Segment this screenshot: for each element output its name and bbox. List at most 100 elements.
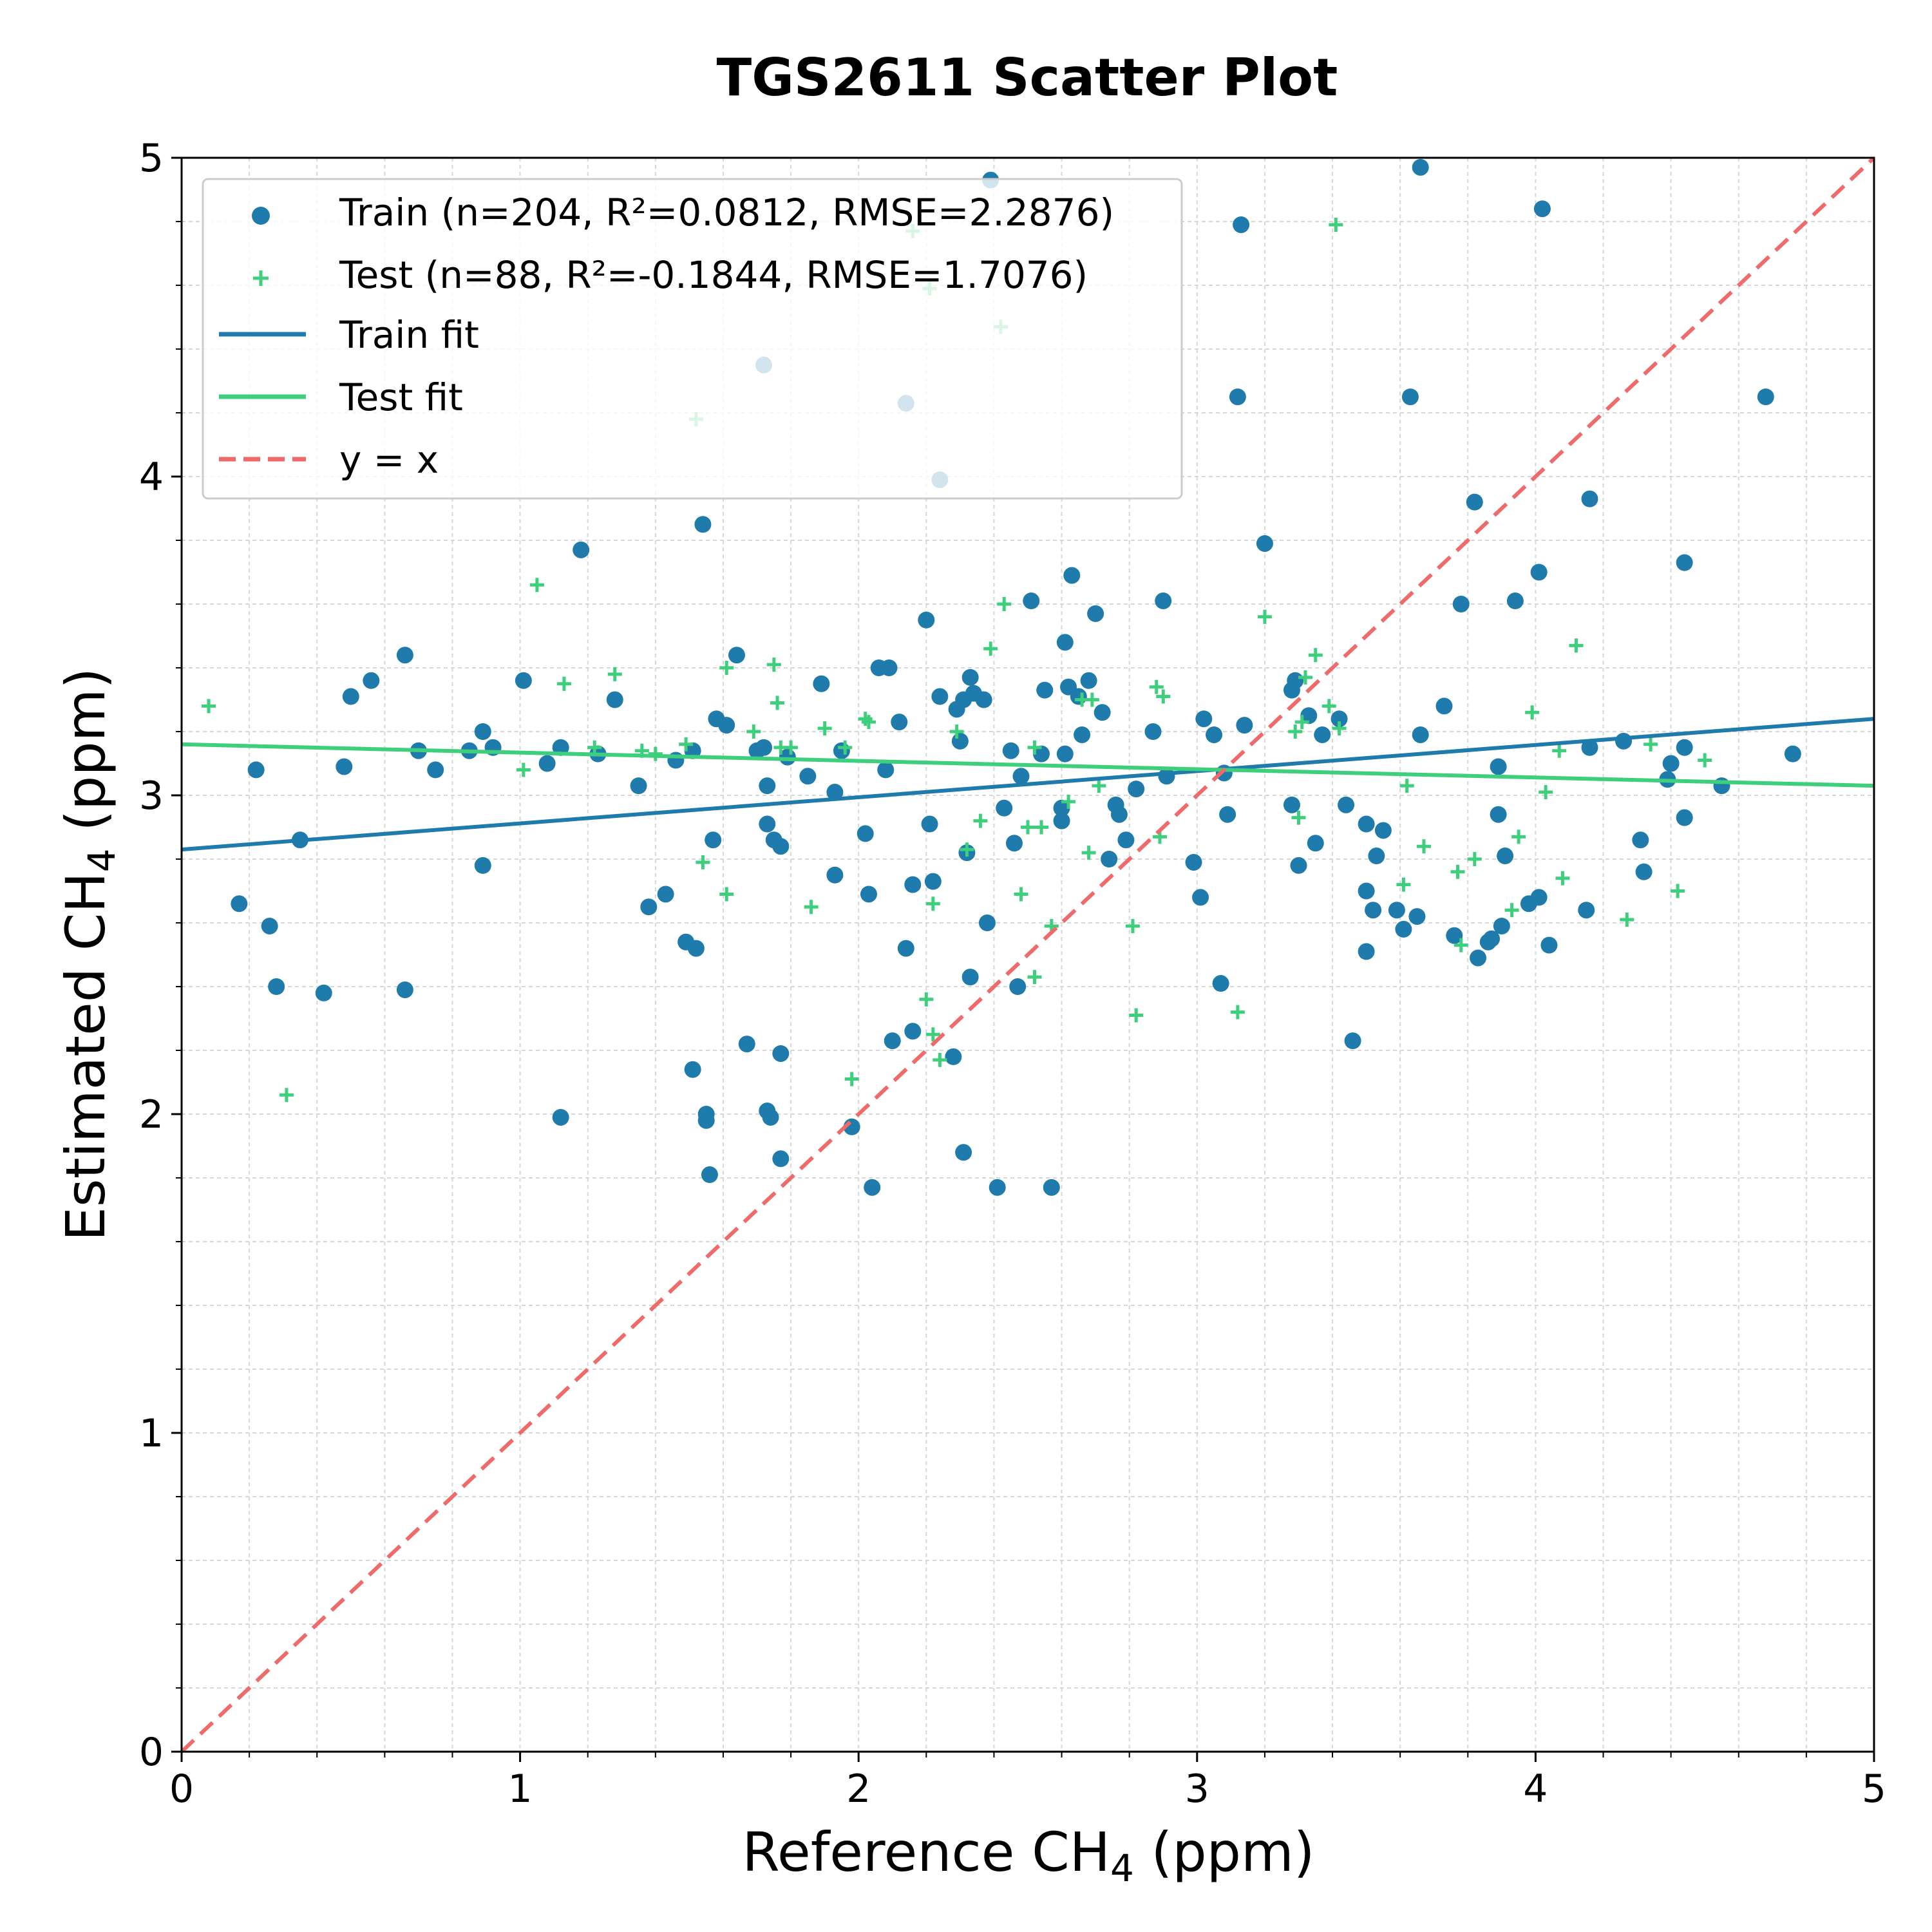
legend: Train (n=204, R²=0.0812, RMSE=2.2876) Te… — [202, 178, 1183, 500]
legend-box — [202, 178, 1183, 500]
train-point — [897, 940, 914, 957]
train-point — [1412, 726, 1429, 743]
train-point — [1144, 723, 1162, 740]
train-point — [1374, 822, 1392, 839]
train-point — [1212, 975, 1229, 992]
test-point — [1257, 609, 1272, 624]
train-point — [1002, 742, 1019, 759]
y-axis-label: Estimated CH4 (ppm) — [54, 668, 124, 1242]
test-point — [766, 658, 781, 672]
train-point — [921, 815, 938, 833]
test-point — [1294, 715, 1309, 730]
test-point — [983, 641, 998, 656]
test-point — [1014, 887, 1028, 902]
test-point — [1321, 699, 1336, 714]
train-point — [1128, 781, 1145, 798]
test-point — [1092, 779, 1106, 793]
train-point — [1012, 768, 1030, 785]
train-point — [1023, 592, 1040, 610]
test-point — [529, 578, 544, 592]
test-point — [919, 992, 934, 1007]
legend-train-label: Train (n=204, R²=0.0812, RMSE=2.2876) — [339, 191, 1114, 234]
train-point — [1466, 493, 1483, 511]
test-point — [1620, 913, 1634, 927]
train-point — [1283, 796, 1300, 813]
train-point — [1395, 920, 1412, 938]
test-point — [817, 721, 832, 736]
y-tick-label: 5 — [139, 136, 164, 181]
test-point — [1021, 820, 1035, 835]
test-point — [1504, 903, 1519, 918]
train-point — [1287, 672, 1304, 689]
train-point — [813, 675, 830, 692]
y-tick-label: 2 — [139, 1092, 164, 1137]
train-point — [1110, 806, 1128, 823]
train-point — [1530, 564, 1548, 581]
x-axis-label: Reference CH4 (ppm) — [742, 1821, 1314, 1890]
train-point — [427, 761, 444, 779]
x-tick-label: 2 — [846, 1766, 871, 1812]
train-point — [884, 1032, 901, 1050]
test-point — [861, 715, 876, 730]
train-point — [1470, 949, 1487, 967]
test-point — [679, 737, 694, 752]
train-point — [1676, 554, 1693, 571]
train-point — [538, 755, 556, 772]
test-point — [1671, 884, 1685, 898]
test-point — [1034, 820, 1049, 835]
train-point — [363, 672, 380, 689]
train-point — [1307, 835, 1324, 852]
test-point — [1308, 648, 1323, 663]
train-point — [961, 969, 979, 986]
train-point — [657, 886, 674, 903]
test-point — [1230, 1005, 1245, 1019]
test-point — [784, 740, 799, 755]
train-point — [975, 691, 992, 708]
train-point — [1757, 388, 1774, 406]
train-point — [1365, 902, 1382, 919]
train-point — [1358, 815, 1375, 833]
train-point — [1344, 1032, 1361, 1050]
test-point — [973, 813, 988, 828]
train-point — [1581, 490, 1598, 507]
train-point — [1581, 739, 1598, 756]
train-point — [833, 742, 850, 759]
test-point — [556, 676, 571, 691]
train-point — [1101, 851, 1118, 867]
train-point — [918, 611, 935, 629]
test-point — [1061, 794, 1076, 809]
test-point — [1156, 689, 1171, 704]
train-point — [1662, 755, 1680, 772]
test-point — [279, 1088, 294, 1103]
train-point — [396, 981, 413, 998]
train-point — [1483, 930, 1501, 947]
train-point — [1300, 707, 1318, 724]
train-point — [877, 761, 895, 779]
train-point — [1074, 726, 1091, 743]
train-point — [573, 541, 590, 558]
train-point — [1578, 902, 1595, 919]
train-point — [1056, 634, 1074, 651]
test-point — [1329, 217, 1343, 232]
train-point — [474, 723, 491, 740]
train-point — [705, 831, 722, 849]
train-point — [396, 647, 413, 664]
train-point — [1676, 809, 1693, 826]
test-point — [1084, 692, 1099, 707]
legend-test-fit-label: Test fit — [339, 375, 463, 419]
test-point — [1555, 871, 1570, 886]
test-point — [1539, 785, 1553, 800]
train-point — [1412, 158, 1429, 176]
train-point — [1533, 200, 1551, 218]
train-point — [772, 838, 790, 855]
train-point — [336, 758, 353, 775]
train-point — [931, 688, 949, 705]
identity-line — [180, 156, 1876, 1754]
train-point — [1206, 726, 1223, 743]
test-point — [1332, 721, 1347, 736]
test-point — [1291, 810, 1306, 825]
y-tick-label: 0 — [139, 1730, 164, 1775]
test-point — [960, 842, 974, 857]
test-point — [949, 724, 964, 739]
